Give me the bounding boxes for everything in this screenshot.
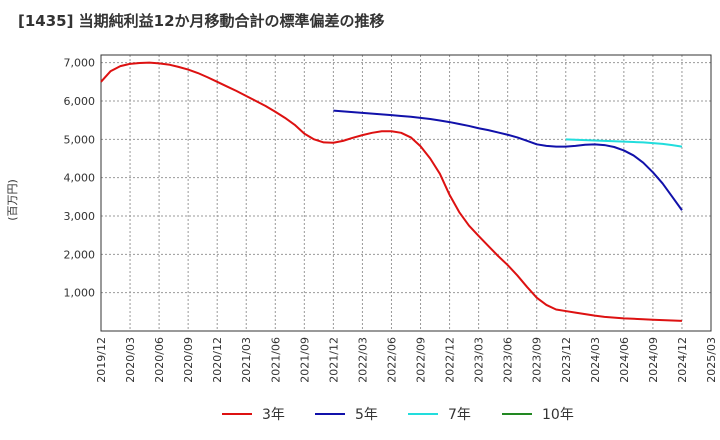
x-tick-label: 2020/06 <box>153 337 166 383</box>
x-tick-label: 2020/12 <box>211 337 224 383</box>
legend-label: 7年 <box>448 407 471 423</box>
y-tick-label: 1,000 <box>64 287 96 300</box>
x-tick-label: 2024/09 <box>647 337 660 383</box>
y-tick-label: 3,000 <box>64 210 96 223</box>
x-tick-label: 2025/03 <box>705 337 718 383</box>
gridlines <box>100 55 712 331</box>
x-tick-label: 2023/06 <box>502 337 515 383</box>
x-tick-labels: 2019/12 2020/03 2020/06 2020/09 2020/12 2021/… <box>95 337 718 383</box>
x-tick-label: 2020/03 <box>124 337 137 383</box>
x-tick-label: 2022/09 <box>415 337 428 383</box>
x-tick-label: 2023/09 <box>531 337 544 383</box>
x-tick-label: 2021/06 <box>269 337 282 383</box>
series-line <box>100 61 682 322</box>
x-tick-label: 2022/06 <box>385 337 398 383</box>
x-tick-label: 2024/12 <box>676 337 689 383</box>
series-line <box>333 109 683 211</box>
y-tick-label: 7,000 <box>64 57 96 70</box>
x-tick-label: 2022/03 <box>356 337 369 383</box>
series-lines <box>100 61 683 322</box>
y-tick-label: 5,000 <box>64 133 96 146</box>
x-tick-label: 2021/03 <box>240 337 253 383</box>
x-tick-label: 2022/12 <box>444 337 457 383</box>
y-axis-label: (百万円) <box>6 179 19 221</box>
x-tick-label: 2024/03 <box>589 337 602 383</box>
y-tick-labels: 1,000 2,000 3,000 4,000 5,000 6,000 7,000 <box>64 57 96 300</box>
legend-label: 5年 <box>355 407 378 423</box>
x-tick-label: 2019/12 <box>95 337 108 383</box>
y-tick-label: 6,000 <box>64 95 96 108</box>
x-tick-label: 2020/09 <box>182 337 195 383</box>
legend: 3年 5年 7年 10年 <box>222 407 574 423</box>
chart-title: [1435] 当期純利益12か月移動合計の標準偏差の推移 <box>18 12 385 30</box>
x-tick-label: 2021/09 <box>298 337 311 383</box>
y-tick-label: 2,000 <box>64 248 96 261</box>
x-tick-label: 2023/03 <box>473 337 486 383</box>
series-line <box>565 138 683 148</box>
legend-label: 3年 <box>262 407 285 423</box>
x-tick-label: 2023/12 <box>560 337 573 383</box>
plot-frame <box>100 54 712 332</box>
x-tick-label: 2024/06 <box>618 337 631 383</box>
y-tick-label: 4,000 <box>64 172 96 185</box>
legend-label: 10年 <box>542 407 574 423</box>
x-tick-label: 2021/12 <box>327 337 340 383</box>
